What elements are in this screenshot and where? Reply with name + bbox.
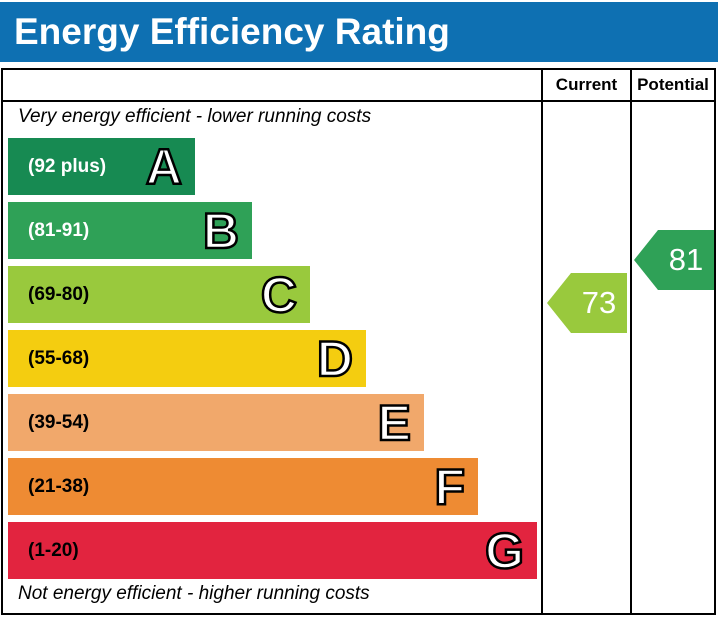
bottom-note: Not energy efficient - higher running co… bbox=[18, 583, 370, 604]
top-note: Very energy efficient - lower running co… bbox=[18, 106, 372, 127]
band-F: (21-38) F bbox=[8, 458, 478, 515]
band-letter: D bbox=[316, 330, 355, 387]
band-range-label: (21-38) bbox=[28, 475, 90, 497]
band-letter: E bbox=[376, 394, 412, 451]
band-range-label: (92 plus) bbox=[28, 155, 107, 177]
band-G: (1-20) G bbox=[8, 522, 537, 579]
column-header-current: Current bbox=[555, 75, 618, 94]
band-letter: A bbox=[145, 138, 184, 195]
band-C: (69-80) C bbox=[8, 266, 310, 323]
title-banner: Energy Efficiency Rating bbox=[0, 2, 718, 62]
potential-rating-arrow: 81 bbox=[634, 230, 714, 290]
band-range-label: (39-54) bbox=[28, 411, 90, 433]
band-letter: C bbox=[260, 266, 299, 323]
band-B: (81-91) B bbox=[8, 202, 252, 259]
band-letter: G bbox=[484, 522, 525, 579]
column-divider-current bbox=[541, 70, 543, 613]
band-E: (39-54) E bbox=[8, 394, 424, 451]
band-range-label: (69-80) bbox=[28, 283, 90, 305]
page-title: Energy Efficiency Rating bbox=[14, 11, 450, 52]
band-D: (55-68) D bbox=[8, 330, 366, 387]
current-rating-arrow: 73 bbox=[547, 273, 627, 333]
band-range-label: (1-20) bbox=[28, 539, 79, 561]
epc-chart-frame: Current Potential Very energy efficient … bbox=[1, 68, 716, 615]
band-range-label: (81-91) bbox=[28, 219, 90, 241]
column-header-potential: Potential bbox=[637, 75, 709, 94]
potential-rating-value: 81 bbox=[668, 242, 704, 277]
header-row-divider bbox=[3, 100, 714, 102]
band-letter: F bbox=[433, 458, 466, 515]
current-rating-value: 73 bbox=[581, 285, 617, 320]
band-letter: B bbox=[202, 202, 241, 259]
band-A: (92 plus) A bbox=[8, 138, 195, 195]
column-divider-potential bbox=[630, 70, 632, 613]
band-range-label: (55-68) bbox=[28, 347, 90, 369]
